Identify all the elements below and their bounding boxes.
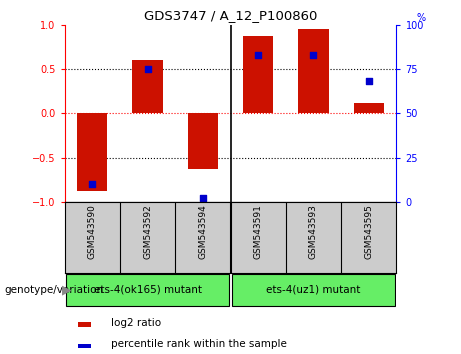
Point: [365, 79, 372, 84]
Text: GSM543595: GSM543595: [364, 204, 373, 259]
Text: ets-4(ok165) mutant: ets-4(ok165) mutant: [94, 285, 201, 295]
Bar: [78, 322, 91, 327]
Point: [89, 181, 96, 187]
Text: percentile rank within the sample: percentile rank within the sample: [111, 339, 287, 349]
Bar: [77, 113, 107, 191]
FancyBboxPatch shape: [231, 274, 396, 306]
Point: [144, 66, 151, 72]
Point: [254, 52, 262, 58]
FancyBboxPatch shape: [65, 274, 230, 306]
Bar: [298, 29, 329, 113]
Text: GSM543591: GSM543591: [254, 204, 263, 259]
Text: GSM543593: GSM543593: [309, 204, 318, 259]
Bar: [188, 113, 218, 169]
Text: GSM543594: GSM543594: [198, 204, 207, 259]
Title: GDS3747 / A_12_P100860: GDS3747 / A_12_P100860: [144, 9, 317, 22]
Point: [199, 195, 207, 201]
Text: %: %: [416, 13, 426, 23]
Bar: [354, 103, 384, 113]
Bar: [78, 344, 91, 348]
Text: GSM543590: GSM543590: [88, 204, 97, 259]
Bar: [132, 60, 163, 113]
Text: log2 ratio: log2 ratio: [111, 318, 161, 328]
Bar: [243, 36, 273, 113]
Point: [310, 52, 317, 58]
Text: ▶: ▶: [62, 284, 72, 297]
Text: genotype/variation: genotype/variation: [5, 285, 104, 295]
Text: GSM543592: GSM543592: [143, 204, 152, 259]
Text: ets-4(uz1) mutant: ets-4(uz1) mutant: [266, 285, 361, 295]
